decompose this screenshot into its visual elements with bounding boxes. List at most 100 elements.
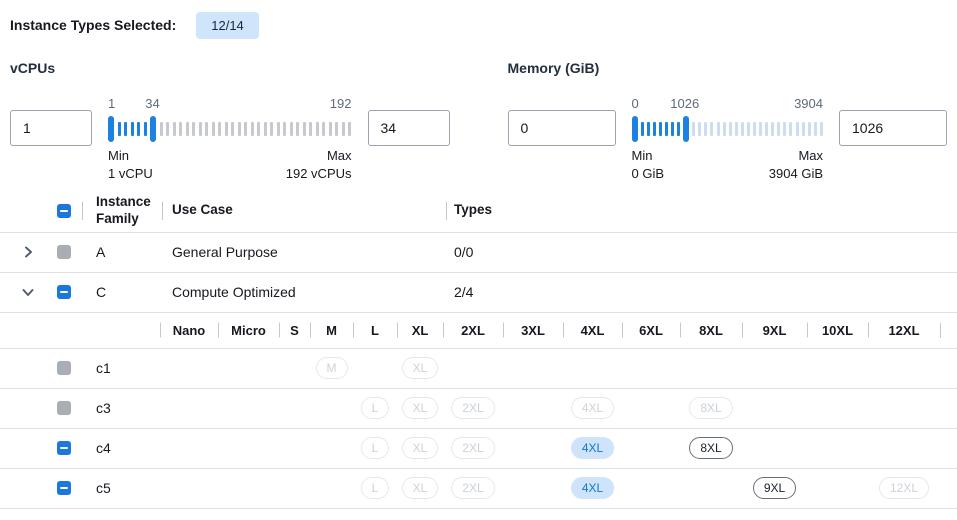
slider-tick — [143, 122, 147, 136]
vcpu-slider-max-label: 192 — [329, 96, 352, 111]
slider-tick — [250, 122, 254, 136]
family-name: A — [96, 244, 106, 261]
size-pill-disabled: L — [360, 477, 390, 500]
slider-tick — [759, 122, 763, 136]
vcpu-min-caption: Min 1 vCPU — [108, 148, 153, 181]
slider-tick — [640, 122, 644, 136]
size-column-header: L — [353, 313, 397, 348]
vcpu-slider-track[interactable] — [108, 116, 352, 142]
slider-tick — [658, 122, 662, 136]
slider-tick — [652, 122, 656, 136]
slider-tick — [328, 122, 332, 136]
slider-tick — [777, 122, 781, 136]
chevron-right-icon[interactable] — [21, 245, 35, 259]
slider-tick — [185, 122, 189, 136]
instance-name: c4 — [96, 440, 111, 457]
types-count: 0/0 — [454, 244, 474, 261]
slider-tick — [231, 122, 234, 136]
size-column-header: Micro — [218, 313, 279, 348]
slider-tick — [237, 122, 241, 136]
size-pill-disabled: XL — [401, 477, 439, 500]
selected-count-label: Instance Types Selected: — [10, 17, 177, 33]
row-checkbox-indeterminate[interactable] — [57, 285, 71, 300]
size-pill-disabled: 2XL — [451, 437, 495, 460]
slider-tick — [801, 122, 805, 136]
size-pill-disabled: 8XL — [689, 397, 733, 420]
slider-tick — [765, 122, 769, 136]
row-checkbox-disabled — [57, 361, 71, 376]
slider-handle-low[interactable] — [631, 116, 638, 142]
size-pill-disabled: XL — [401, 357, 439, 380]
size-pill-disabled: L — [360, 397, 390, 420]
slider-tick — [302, 122, 306, 136]
slider-tick — [740, 122, 744, 136]
size-column-header: XL — [397, 313, 443, 348]
size-pill-disabled: XL — [401, 437, 439, 460]
slider-handle-low[interactable] — [108, 116, 114, 142]
memory-max-caption: Max 3904 GiB — [768, 148, 823, 181]
size-pill-available[interactable]: 8XL — [689, 437, 733, 460]
row-checkbox-indeterminate[interactable] — [57, 441, 71, 456]
size-pill-available[interactable]: 9XL — [752, 477, 797, 500]
slider-tick — [179, 122, 182, 136]
row-checkbox-indeterminate[interactable] — [57, 481, 71, 496]
slider-tick — [716, 122, 720, 136]
size-column-header: Nano — [160, 313, 218, 348]
family-row: A General Purpose 0/0 — [0, 233, 957, 273]
size-pill-selected[interactable]: 4XL — [570, 437, 615, 460]
memory-max-input[interactable] — [839, 110, 947, 146]
slider-tick — [677, 122, 681, 136]
family-row: C Compute Optimized 2/4 — [0, 273, 957, 313]
slider-tick — [244, 122, 247, 136]
size-column-header: 6XL — [622, 313, 680, 348]
slider-tick — [752, 122, 756, 136]
slider-tick — [211, 122, 215, 136]
filters-section: vCPUs 1 34 192 Min 1 vCPU Max 192 — [0, 60, 957, 183]
slider-tick — [309, 122, 312, 136]
slider-tick — [710, 122, 714, 136]
use-case-value: General Purpose — [172, 244, 278, 261]
vcpu-min-input[interactable] — [10, 110, 92, 146]
instance-name: c5 — [96, 480, 111, 497]
slider-tick — [198, 122, 202, 136]
size-pill-selected[interactable]: 4XL — [570, 477, 615, 500]
slider-tick — [734, 122, 738, 136]
vcpu-max-input[interactable] — [367, 110, 450, 146]
slider-tick — [746, 122, 750, 136]
size-column-header: S — [279, 313, 310, 348]
memory-range-slider[interactable]: 0 1026 3904 Min 0 GiB Max 3904 GiB — [631, 96, 824, 183]
slider-tick — [159, 122, 163, 136]
vcpu-filter-label: vCPUs — [10, 60, 56, 76]
slider-tick — [283, 122, 286, 136]
slider-tick — [807, 122, 811, 136]
memory-min-input[interactable] — [507, 110, 616, 146]
size-column-header: 2XL — [443, 313, 503, 348]
slider-handle-high[interactable] — [683, 116, 690, 142]
instance-row: c5 L XL 2XL 4XL 9XL 12XL — [0, 469, 957, 509]
size-column-header: 8XL — [680, 313, 742, 348]
slider-tick — [692, 122, 696, 136]
slider-tick — [257, 122, 260, 136]
select-all-checkbox[interactable] — [57, 203, 71, 218]
chevron-down-icon[interactable] — [21, 285, 35, 299]
slider-tick — [218, 122, 221, 136]
vcpu-slider-low-label: 1 — [108, 96, 116, 111]
vcpu-filter: vCPUs 1 34 192 Min 1 vCPU Max 192 — [10, 60, 450, 183]
instance-family-table: Instance Family Use Case Types A General … — [0, 190, 957, 509]
slider-handle-high[interactable] — [150, 116, 156, 142]
slider-tick — [664, 122, 668, 136]
size-pill-disabled: 4XL — [570, 397, 615, 420]
slider-tick — [704, 122, 708, 136]
vcpu-range-slider[interactable]: 1 34 192 Min 1 vCPU Max 192 vCPUs — [108, 96, 352, 183]
slider-tick — [813, 122, 817, 136]
row-checkbox-disabled — [57, 401, 71, 416]
slider-tick — [322, 122, 325, 136]
column-divider — [940, 322, 941, 338]
memory-slider-track[interactable] — [631, 116, 824, 142]
slider-tick — [205, 122, 208, 136]
slider-tick — [341, 122, 345, 136]
instance-row: c4 L XL 2XL 4XL 8XL — [0, 429, 957, 469]
slider-tick — [130, 122, 134, 136]
memory-min-caption: Min 0 GiB — [631, 148, 665, 181]
slider-tick — [646, 122, 650, 136]
